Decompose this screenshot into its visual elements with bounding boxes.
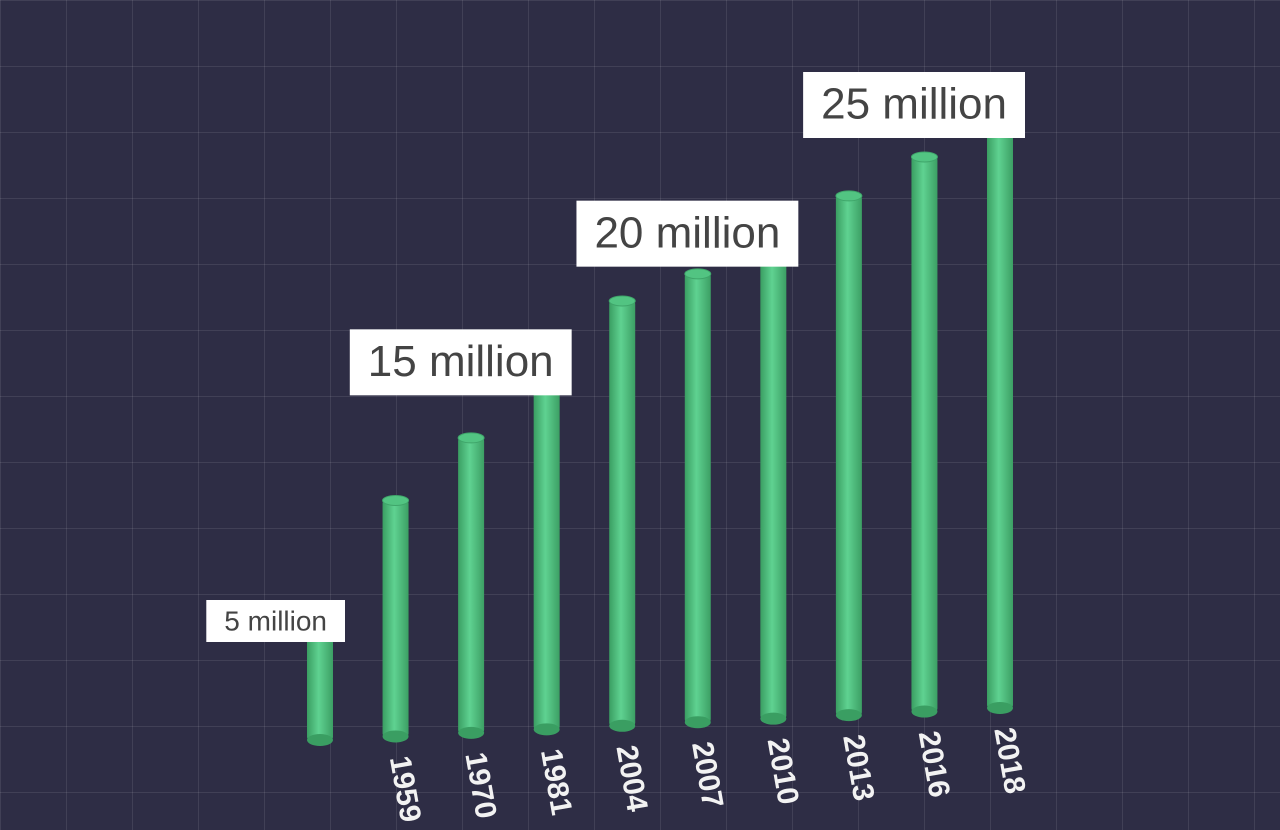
value-label: 25 million [803,72,1025,138]
bar-cap [457,432,485,444]
bar-base [987,702,1013,714]
bar [760,246,787,719]
bar-base [382,730,409,743]
value-label-box [576,200,799,267]
bar [458,437,485,733]
value-label-box [803,72,1025,138]
value-label: 20 million [576,200,799,267]
bar-base [760,712,787,725]
x-tick-label: 2018 [987,725,1031,796]
bar-base [533,723,560,736]
bar-base [609,719,636,732]
value-label: 15 million [349,329,572,396]
bar [835,195,862,716]
value-label-text: 25 million [821,80,1007,129]
bar-base [684,716,711,729]
bar [609,300,636,726]
x-tick-label: 2007 [685,739,729,810]
value-label-box [349,329,572,396]
value-label-text: 20 million [594,208,780,257]
value-label-text: 15 million [368,337,554,386]
bar-base [458,726,485,739]
bar-cap [835,190,863,202]
x-tick-label: 1970 [458,750,502,821]
x-tick-label: 2013 [836,732,880,803]
bar-base [835,709,862,722]
bar [684,273,711,723]
value-label: 5 million [206,600,345,642]
bar-cap [608,295,636,307]
value-label-text: 5 million [224,605,327,636]
x-tick-label: 1959 [383,753,427,824]
bar [987,118,1013,708]
x-tick-label: 1981 [534,746,578,817]
x-tick-label: 2004 [610,743,654,815]
bar [533,375,560,730]
x-tick-label: 2016 [912,728,956,799]
bar [307,622,333,740]
bar [382,500,409,737]
value-label-box [206,600,345,642]
bar [911,156,938,712]
bar-cap [684,268,712,280]
bar-base [307,734,333,746]
bar-cap [382,494,410,506]
bar-cap [910,151,938,163]
bar-base [911,705,938,718]
x-tick-label: 2010 [761,736,805,807]
